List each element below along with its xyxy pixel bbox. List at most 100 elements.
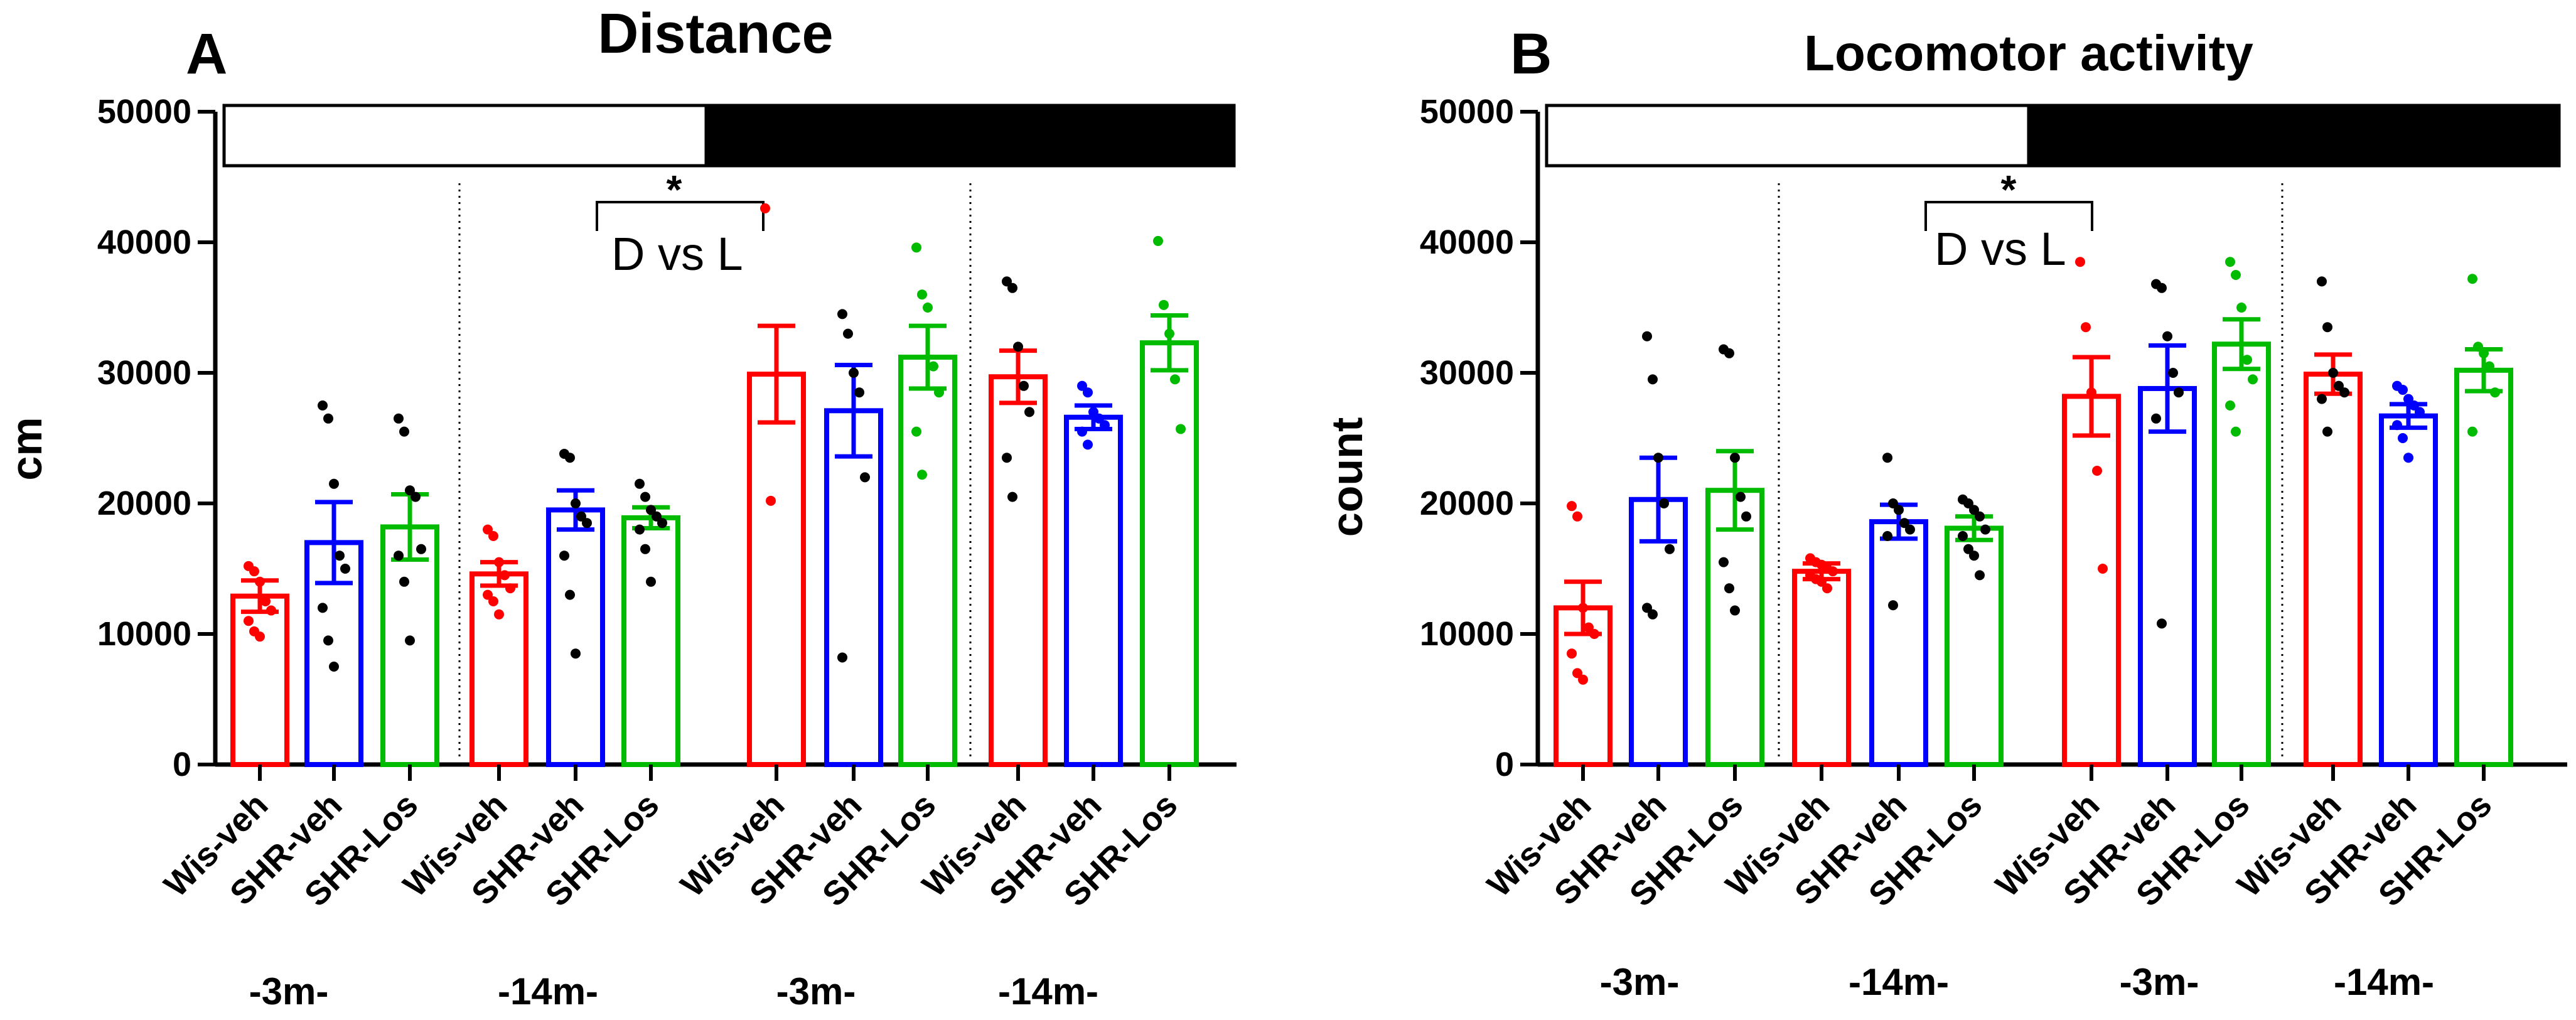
data-point [1077, 426, 1087, 437]
data-point [2339, 387, 2349, 398]
data-point [1882, 453, 1892, 463]
data-point [2322, 322, 2332, 333]
data-point [1572, 511, 1582, 522]
data-point [1730, 605, 1740, 616]
group-label: -3m- [249, 970, 329, 1012]
chart-panel-b: B Locomotor activity count D vs L * 0 100… [1323, 22, 2567, 1003]
bar [2062, 394, 2121, 767]
data-point [2081, 322, 2091, 333]
data-point [1817, 576, 1827, 587]
data-point [2236, 303, 2246, 313]
data-point [2231, 426, 2241, 437]
data-point [1958, 531, 1968, 541]
bar [2212, 341, 2271, 767]
data-point [1578, 674, 1588, 685]
data-point [1975, 570, 1985, 581]
data-point [1828, 566, 1838, 577]
y-axis-label: count [1323, 417, 1371, 537]
data-point [576, 511, 586, 522]
data-point [2403, 394, 2413, 404]
data-point [2398, 385, 2408, 395]
data-point [394, 413, 404, 424]
panel-letter: A [186, 22, 227, 86]
data-point [1724, 583, 1734, 594]
group-label: -14m- [1849, 961, 1949, 1003]
data-point [2174, 387, 2184, 398]
bar [824, 408, 883, 767]
data-point [2151, 413, 2161, 424]
data-point [394, 550, 404, 561]
bar [380, 524, 439, 767]
data-point [1567, 501, 1577, 512]
bar [989, 374, 1048, 767]
chart-title: Distance [598, 3, 833, 65]
data-point [255, 576, 265, 587]
data-point [340, 564, 350, 574]
data-point [571, 498, 581, 508]
data-point [1659, 498, 1669, 508]
data-point [646, 576, 656, 587]
data-point [1584, 622, 1594, 633]
data-point [1969, 550, 1979, 561]
data-point [2162, 331, 2172, 341]
data-point [849, 368, 859, 378]
bar [1792, 569, 1851, 767]
data-point [934, 387, 944, 398]
data-point [505, 583, 515, 594]
bar [1140, 340, 1199, 767]
comparison-annotation: D vs L [611, 228, 743, 280]
data-point [488, 531, 498, 541]
data-point [335, 550, 345, 561]
data-point [1159, 299, 1169, 310]
data-point [494, 609, 504, 620]
significance-star: * [667, 167, 682, 212]
data-point [1024, 407, 1034, 417]
data-point [1736, 491, 1746, 502]
data-point [2157, 618, 2167, 629]
y-tick-label: 50000 [1420, 93, 1514, 131]
data-point [2231, 270, 2241, 280]
data-point [635, 524, 645, 535]
significance-bracket [1924, 201, 2093, 231]
data-point [2248, 374, 2258, 385]
data-point [657, 518, 667, 529]
data-point [917, 289, 927, 300]
data-point [1642, 331, 1652, 341]
data-point [640, 491, 650, 502]
data-point [2225, 400, 2235, 411]
data-point [1572, 668, 1582, 679]
y-tick-label: 20000 [1420, 485, 1514, 522]
data-point [1164, 328, 1174, 339]
data-point [1822, 583, 1832, 594]
data-point [854, 387, 864, 398]
data-point [559, 550, 569, 561]
data-point [249, 566, 259, 577]
bar [747, 372, 806, 767]
light-phase-bar [222, 104, 708, 168]
data-point [399, 426, 409, 437]
data-point [483, 524, 493, 535]
data-point [405, 485, 415, 496]
data-point [2479, 348, 2489, 358]
data-point [260, 596, 271, 606]
data-point [2467, 426, 2477, 437]
y-tick-label: 10000 [97, 615, 191, 653]
bar [1064, 414, 1123, 767]
data-point [1648, 374, 1658, 385]
data-point [2086, 387, 2096, 398]
group-label: -3m- [776, 970, 856, 1012]
data-point [917, 470, 927, 480]
bar [470, 571, 529, 767]
dark-phase-bar [2027, 104, 2561, 168]
bar [1945, 525, 2004, 768]
data-point [911, 242, 921, 253]
data-point [1894, 505, 1904, 515]
y-tick-label: 0 [173, 746, 191, 783]
data-point [646, 505, 656, 515]
data-point [2225, 257, 2235, 267]
data-point [399, 576, 409, 587]
bar [898, 355, 957, 767]
data-point [2415, 407, 2425, 417]
group-label: -3m- [2120, 961, 2199, 1003]
data-point [766, 495, 776, 506]
